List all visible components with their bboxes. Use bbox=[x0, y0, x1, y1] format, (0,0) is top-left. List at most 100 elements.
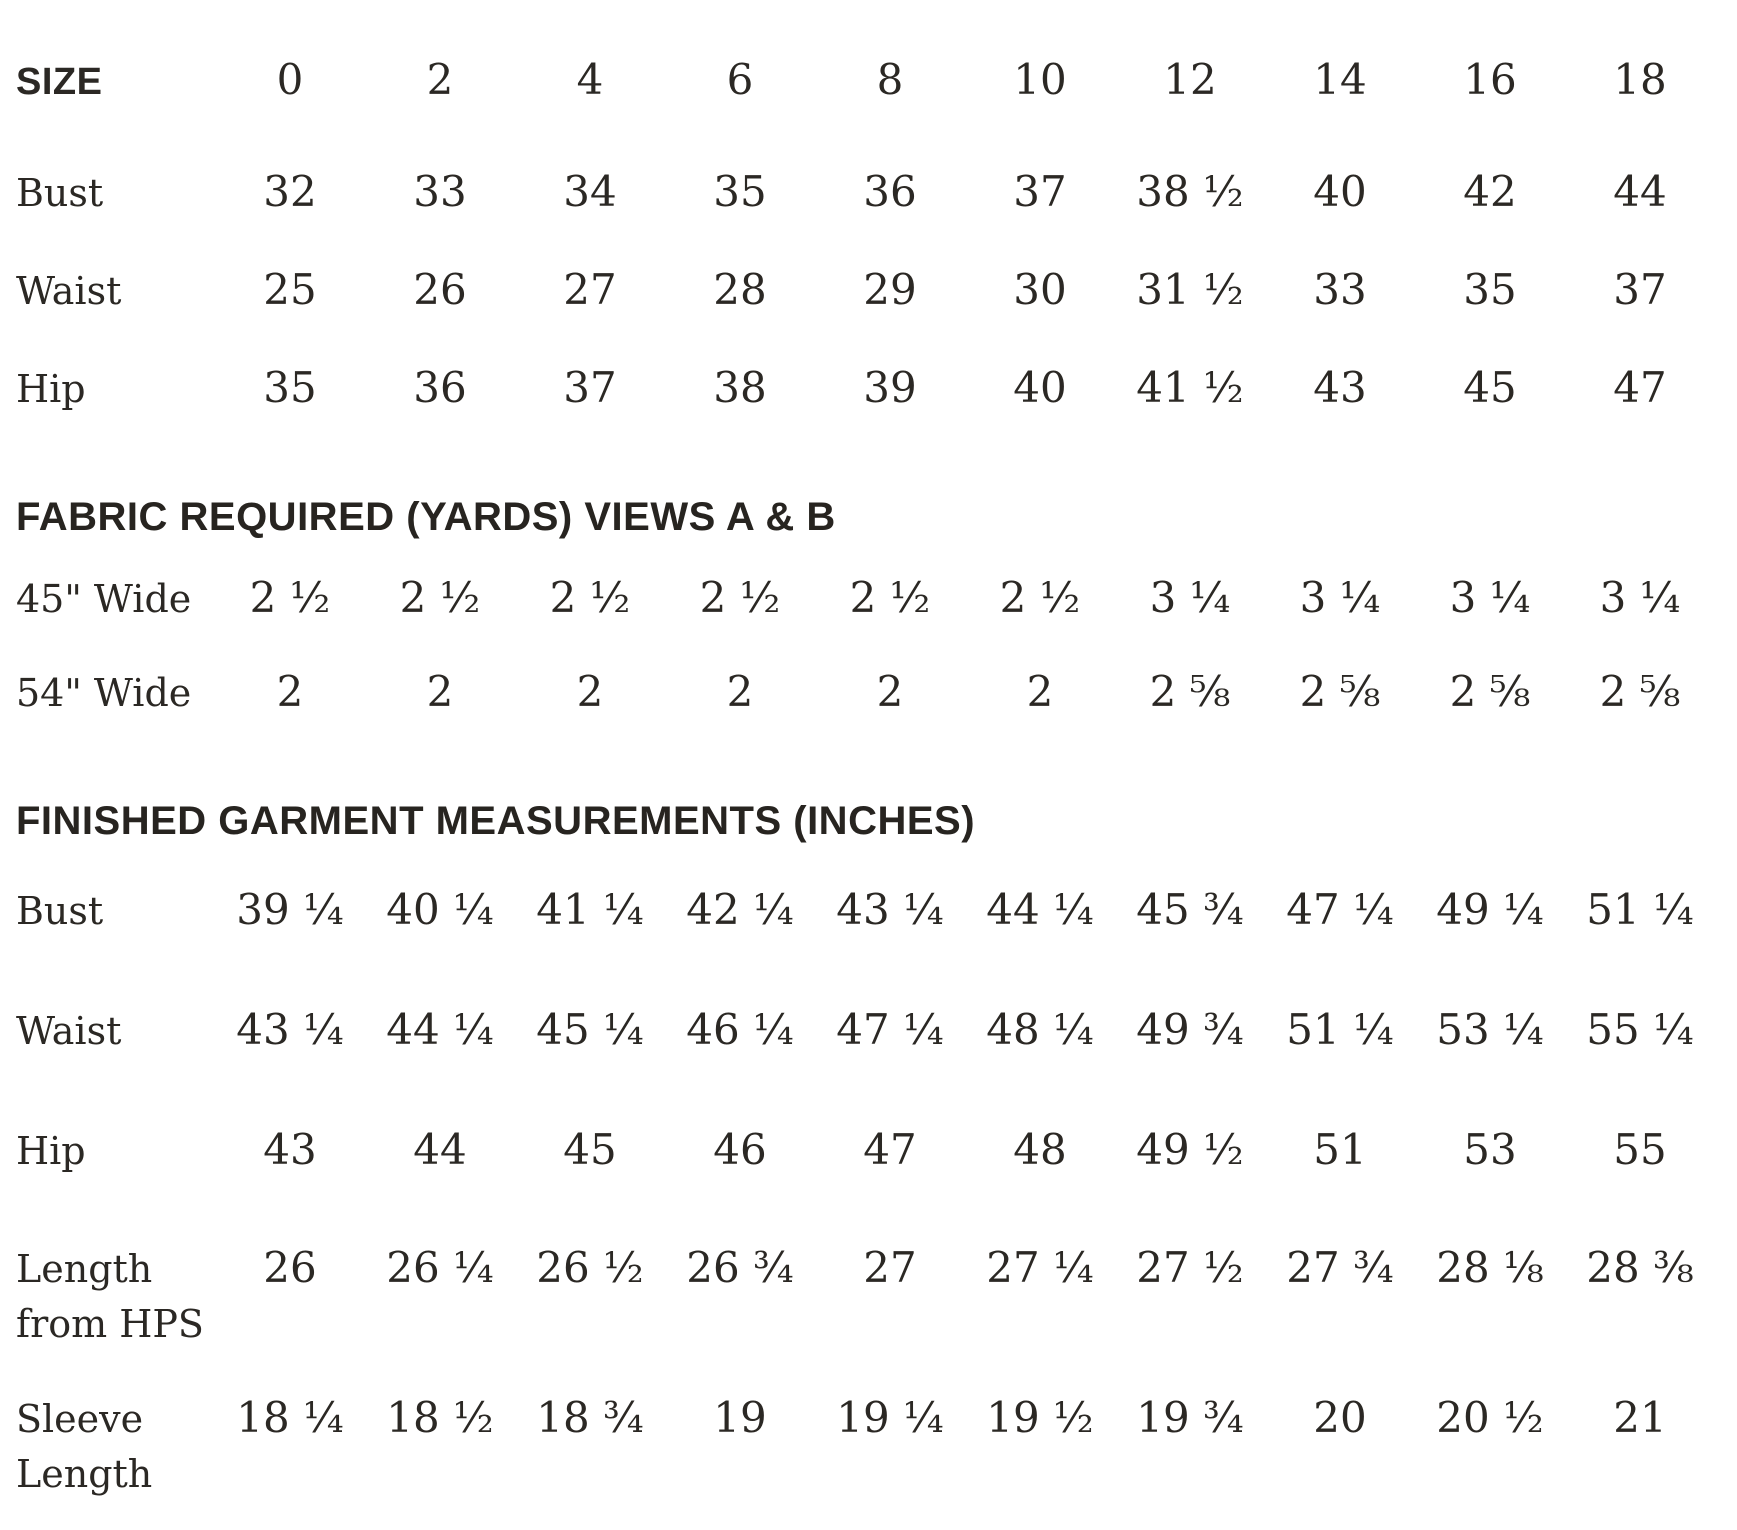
table-cell: 40 bbox=[1013, 363, 1067, 412]
size-column-header: 14 bbox=[1313, 55, 1367, 104]
size-column-header: 16 bbox=[1463, 55, 1517, 104]
table-cell: 26 ½ bbox=[536, 1243, 644, 1292]
table-cell: 29 bbox=[863, 265, 917, 314]
table-cell: 2 bbox=[726, 667, 754, 716]
table-cell: 2 ½ bbox=[699, 573, 781, 622]
table-cell: 48 ¼ bbox=[986, 1005, 1094, 1054]
table-cell: 37 bbox=[1613, 265, 1667, 314]
table-cell: 43 bbox=[263, 1125, 317, 1174]
table-cell: 20 ½ bbox=[1436, 1393, 1544, 1442]
table-row: Hip 43 44 45 46 47 48 49 ½ 51 53 55 bbox=[0, 1096, 1737, 1216]
size-header-row: SIZE 0 2 4 6 8 10 12 14 16 18 bbox=[0, 30, 1737, 142]
table-cell: 41 ¼ bbox=[536, 885, 644, 934]
table-cell: 18 ¾ bbox=[536, 1393, 644, 1442]
size-column-header: 10 bbox=[1013, 55, 1067, 104]
table-cell: 51 ¼ bbox=[1286, 1005, 1394, 1054]
table-cell: 43 ¼ bbox=[236, 1005, 344, 1054]
table-cell: 47 ¼ bbox=[1286, 885, 1394, 934]
table-row: 45" Wide 2 ½ 2 ½ 2 ½ 2 ½ 2 ½ 2 ½ 3 ¼ 3 ¼ 3 ¼ 3 ¼ bbox=[0, 552, 1737, 646]
row-label: Waist bbox=[16, 1009, 122, 1053]
table-cell: 35 bbox=[1463, 265, 1517, 314]
table-cell: 39 ¼ bbox=[236, 885, 344, 934]
table-cell: 28 ⅛ bbox=[1436, 1243, 1544, 1292]
table-cell: 45 ¾ bbox=[1136, 885, 1244, 934]
table-cell: 2 ½ bbox=[249, 573, 331, 622]
table-cell: 3 ¼ bbox=[1149, 573, 1231, 622]
size-column-header: 18 bbox=[1613, 55, 1667, 104]
table-cell: 2 bbox=[1026, 667, 1054, 716]
table-cell: 27 ¼ bbox=[986, 1243, 1094, 1292]
table-cell: 44 ¼ bbox=[386, 1005, 494, 1054]
table-cell: 45 bbox=[1463, 363, 1517, 412]
table-cell: 41 ½ bbox=[1136, 363, 1244, 412]
table-cell: 42 ¼ bbox=[686, 885, 794, 934]
table-cell: 42 bbox=[1463, 167, 1517, 216]
table-cell: 2 ½ bbox=[999, 573, 1081, 622]
body-measurements-table: Bust 32 33 34 35 36 37 38 ½ 40 42 44 Waist 25 26 27 28 2… bbox=[0, 142, 1737, 436]
row-label: 45" Wide bbox=[16, 577, 192, 621]
table-cell: 20 bbox=[1313, 1393, 1367, 1442]
table-row: Length from HPS 26 26 ¼ 26 ½ 26 ¾ 27 27 ¼ 27 ½ 2… bbox=[0, 1216, 1737, 1366]
table-cell: 2 ⅝ bbox=[1149, 667, 1231, 716]
fabric-required-title: FABRIC REQUIRED (YARDS) VIEWS A & B bbox=[16, 495, 836, 539]
table-cell: 44 bbox=[1613, 167, 1667, 216]
table-cell: 19 bbox=[713, 1393, 767, 1442]
table-cell: 35 bbox=[713, 167, 767, 216]
row-label: Bust bbox=[16, 889, 104, 933]
table-cell: 32 bbox=[263, 167, 317, 216]
table-row: Bust 39 ¼ 40 ¼ 41 ¼ 42 ¼ 43 ¼ 44 ¼ 45 ¾ 47 ¼ 49 ¼… bbox=[0, 856, 1737, 976]
row-label: Hip bbox=[16, 367, 86, 411]
table-cell: 34 bbox=[563, 167, 617, 216]
size-column-header: 0 bbox=[276, 55, 304, 104]
table-cell: 3 ¼ bbox=[1299, 573, 1381, 622]
finished-garment-title: FINISHED GARMENT MEASUREMENTS (INCHES) bbox=[16, 799, 976, 843]
table-cell: 2 bbox=[576, 667, 604, 716]
table-cell: 36 bbox=[863, 167, 917, 216]
size-column-header: 12 bbox=[1163, 55, 1217, 104]
table-cell: 2 ½ bbox=[549, 573, 631, 622]
table-cell: 30 bbox=[1013, 265, 1067, 314]
table-row: Bust 32 33 34 35 36 37 38 ½ 40 42 44 bbox=[0, 142, 1737, 240]
table-cell: 26 ¾ bbox=[686, 1243, 794, 1292]
table-cell: 44 bbox=[413, 1125, 467, 1174]
size-column-header: 2 bbox=[426, 55, 454, 104]
row-label: Bust bbox=[16, 171, 104, 215]
table-cell: 46 ¼ bbox=[686, 1005, 794, 1054]
table-cell: 2 ½ bbox=[399, 573, 481, 622]
table-cell: 27 ½ bbox=[1136, 1243, 1244, 1292]
size-header-label: SIZE bbox=[16, 61, 103, 103]
table-cell: 38 bbox=[713, 363, 767, 412]
table-cell: 27 ¾ bbox=[1286, 1243, 1394, 1292]
table-cell: 51 bbox=[1313, 1125, 1367, 1174]
table-cell: 27 bbox=[563, 265, 617, 314]
table-cell: 2 bbox=[426, 667, 454, 716]
table-cell: 2 bbox=[276, 667, 304, 716]
table-cell: 2 ⅝ bbox=[1299, 667, 1381, 716]
table-cell: 47 ¼ bbox=[836, 1005, 944, 1054]
table-row: Waist 43 ¼ 44 ¼ 45 ¼ 46 ¼ 47 ¼ 48 ¼ 49 ¾ 51 ¼ 53 … bbox=[0, 976, 1737, 1096]
table-cell: 3 ¼ bbox=[1599, 573, 1681, 622]
size-column-header: 6 bbox=[726, 55, 754, 104]
table-cell: 27 bbox=[863, 1243, 917, 1292]
table-cell: 19 ½ bbox=[986, 1393, 1094, 1442]
table-cell: 28 ⅜ bbox=[1586, 1243, 1694, 1292]
row-label: Length from HPS bbox=[16, 1247, 204, 1347]
size-column-header: 8 bbox=[876, 55, 904, 104]
table-cell: 37 bbox=[563, 363, 617, 412]
table-cell: 45 ¼ bbox=[536, 1005, 644, 1054]
table-cell: 31 ½ bbox=[1136, 265, 1244, 314]
table-cell: 38 ½ bbox=[1136, 167, 1244, 216]
row-label: 54" Wide bbox=[16, 671, 192, 715]
table-cell: 33 bbox=[1313, 265, 1367, 314]
table-cell: 18 ¼ bbox=[236, 1393, 344, 1442]
table-cell: 39 bbox=[863, 363, 917, 412]
table-cell: 2 ⅝ bbox=[1599, 667, 1681, 716]
size-column-header: 4 bbox=[576, 55, 604, 104]
table-cell: 26 bbox=[263, 1243, 317, 1292]
table-cell: 18 ½ bbox=[386, 1393, 494, 1442]
table-cell: 2 bbox=[876, 667, 904, 716]
row-label: Sleeve Length bbox=[16, 1397, 153, 1497]
table-cell: 2 ⅝ bbox=[1449, 667, 1531, 716]
table-cell: 43 bbox=[1313, 363, 1367, 412]
